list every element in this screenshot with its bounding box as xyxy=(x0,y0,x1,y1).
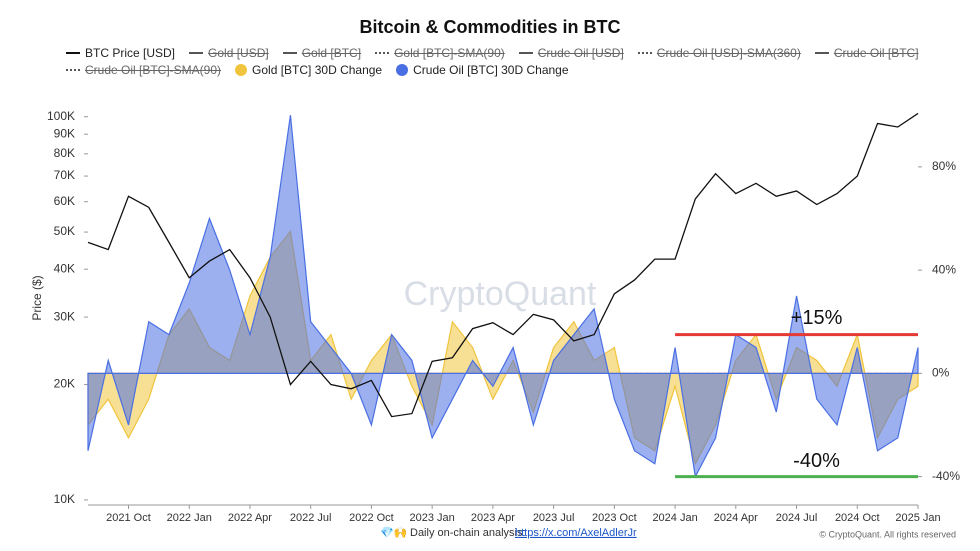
x-tick-label: 2024 Jan xyxy=(652,512,697,524)
annotation-text: +15% xyxy=(791,307,843,329)
legend: BTC Price [USD] Gold [USD] Gold [BTC] Gold … xyxy=(66,46,936,77)
legend-item[interactable]: BTC Price [USD] xyxy=(66,46,175,60)
y2-tick-label: 0% xyxy=(932,366,950,380)
annotation-text: -40% xyxy=(793,450,840,472)
legend-swatch xyxy=(282,52,297,54)
copyright: © CryptoQuant. All rights reserved xyxy=(819,529,956,539)
legend-label: Gold [BTC]-SMA(90) xyxy=(394,46,505,60)
legend-item[interactable]: Crude Oil [USD] xyxy=(518,46,624,60)
legend-label: Gold [BTC] 30D Change xyxy=(252,63,383,77)
line xyxy=(87,112,919,418)
y-tick-label: 90K xyxy=(54,126,75,140)
legend-item[interactable]: Gold [BTC] 30D Change xyxy=(235,63,382,77)
watermark: CryptoQuant xyxy=(404,275,597,313)
legend-swatch xyxy=(66,52,80,54)
legend-item[interactable]: Gold [USD] xyxy=(189,46,269,60)
x-tick-label: 2022 Jan xyxy=(167,512,212,524)
x-tick-label: 2025 Jan xyxy=(895,512,940,524)
y-tick-label: 30K xyxy=(54,309,75,323)
y-tick-label: 20K xyxy=(54,377,75,391)
y-tick-label: 40K xyxy=(54,261,75,275)
legend-item[interactable]: Gold [BTC] xyxy=(282,46,362,60)
footer-link[interactable]: https://x.com/AxelAdlerJr xyxy=(515,527,637,539)
legend-swatch xyxy=(518,52,533,54)
legend-swatch xyxy=(66,69,80,71)
x-tick-label: 2023 Jul xyxy=(533,512,575,524)
legend-label: Crude Oil [USD]-SMA(360) xyxy=(656,46,801,60)
legend-item[interactable]: Crude Oil [USD]-SMA(360) xyxy=(637,46,801,60)
y2-tick-label: 80% xyxy=(932,159,956,173)
y-tick-label: 80K xyxy=(54,146,75,160)
x-tick-label: 2022 Apr xyxy=(228,512,272,524)
y-tick-label: 70K xyxy=(54,168,75,182)
x-tick-label: 2021 Oct xyxy=(106,512,151,524)
area xyxy=(87,115,919,479)
legend-item[interactable]: Crude Oil [BTC] 30D Change xyxy=(396,63,569,77)
legend-label: Crude Oil [BTC] 30D Change xyxy=(413,63,569,77)
y-tick-label: 10K xyxy=(54,492,75,506)
legend-label: Crude Oil [USD] xyxy=(537,46,624,60)
x-tick-label: 2023 Oct xyxy=(592,512,637,524)
x-tick-label: 2023 Apr xyxy=(471,512,515,524)
y2-tick-label: -40% xyxy=(932,469,960,483)
legend-label: Crude Oil [BTC] xyxy=(833,46,919,60)
y-tick-label: 60K xyxy=(54,194,75,208)
legend-swatch xyxy=(396,64,409,76)
x-tick-label: 2024 Oct xyxy=(835,512,880,524)
x-tick-label: 2023 Jan xyxy=(410,512,455,524)
legend-swatch xyxy=(814,52,829,54)
footer-text: Daily on-chain analysis: xyxy=(410,527,526,539)
legend-item[interactable]: Crude Oil [BTC]-SMA(90) xyxy=(66,63,221,77)
x-tick-label: 2022 Jul xyxy=(290,512,332,524)
legend-label: Crude Oil [BTC]-SMA(90) xyxy=(85,63,222,77)
x-tick-label: 2024 Apr xyxy=(714,512,758,524)
y2-tick-label: 40% xyxy=(932,262,956,276)
legend-label: Gold [BTC] xyxy=(301,46,362,60)
footer-icon: 💎🙌 xyxy=(380,526,407,539)
y-tick-label: 100K xyxy=(47,109,75,123)
legend-swatch xyxy=(637,52,652,54)
legend-item[interactable]: Crude Oil [BTC] xyxy=(814,46,919,60)
legend-swatch xyxy=(235,64,248,76)
legend-label: Gold [USD] xyxy=(208,46,269,60)
legend-item[interactable]: Gold [BTC]-SMA(90) xyxy=(375,46,505,60)
y-tick-label: 50K xyxy=(54,224,75,238)
x-tick-label: 2022 Oct xyxy=(349,512,394,524)
chart-title: Bitcoin & Commodities in BTC xyxy=(360,17,621,37)
y-axis-label: Price ($) xyxy=(30,275,44,320)
legend-swatch xyxy=(189,52,204,54)
x-tick-label: 2024 Jul xyxy=(776,512,818,524)
legend-swatch xyxy=(375,52,390,54)
legend-label: BTC Price [USD] xyxy=(85,46,176,60)
